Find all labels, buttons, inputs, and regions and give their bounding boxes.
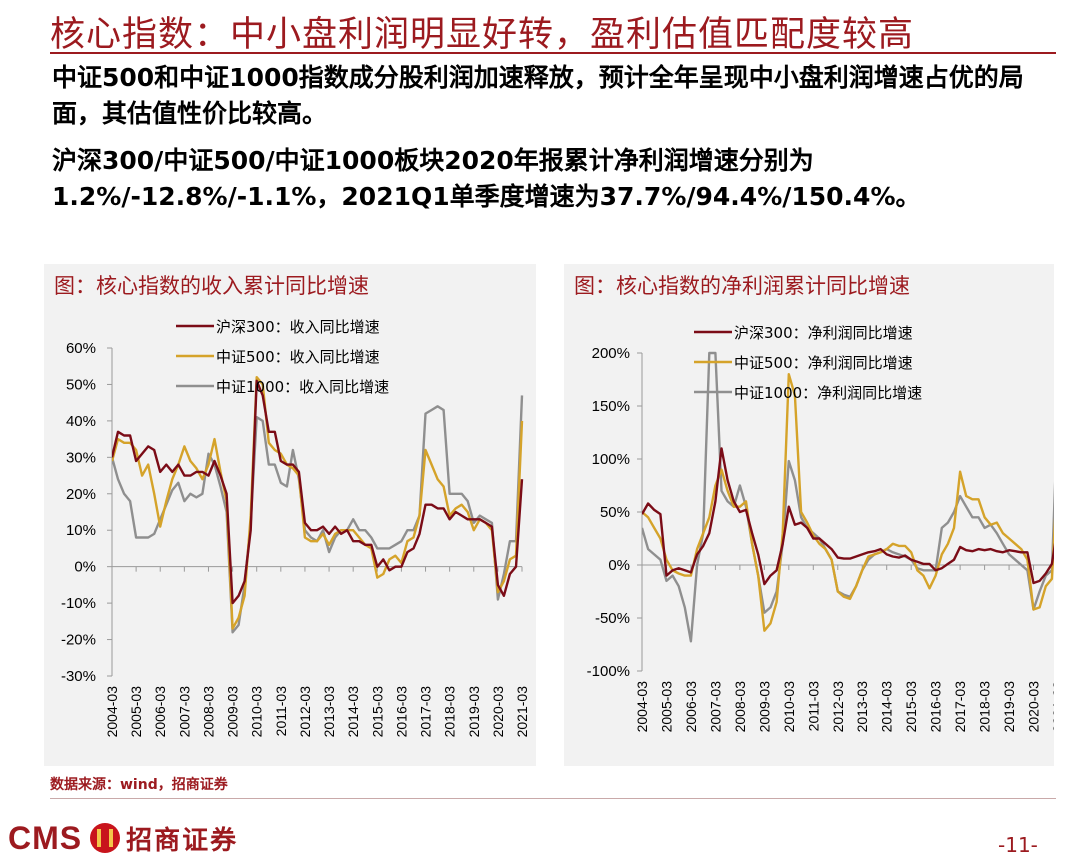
- x-tick-label: 2020-03: [490, 686, 506, 738]
- x-tick-label: 2021-03: [1050, 681, 1054, 733]
- x-tick-label: 2004-03: [634, 681, 650, 733]
- x-tick-label: 2016-03: [928, 681, 944, 733]
- y-tick-label: 0%: [74, 559, 96, 576]
- series-line-zz500: [642, 373, 1054, 632]
- x-tick-label: 2015-03: [369, 686, 385, 738]
- logo-emblem-icon: [90, 823, 121, 853]
- series-line-hs300: [642, 447, 1054, 586]
- x-tick-label: 2004-03: [104, 686, 120, 738]
- footer-divider: [50, 798, 1056, 799]
- legend-label: 中证1000：净利润同比增速: [734, 384, 922, 402]
- y-tick-label: 100%: [592, 451, 630, 468]
- revenue-chart-panel: 图：核心指数的收入累计同比增速 60% 50% 40% 30% 20% 10% 0% -10%…: [44, 264, 536, 766]
- profit-chart-panel: 图：核心指数的净利润累计同比增速 200% 150% 100% 50% 0% -50% -1…: [564, 264, 1054, 766]
- x-tick-label: 2016-03: [393, 686, 409, 738]
- y-tick-label: -30%: [61, 668, 96, 685]
- y-tick-label: 10%: [66, 522, 96, 539]
- revenue-chart-title: 图：核心指数的收入累计同比增速: [54, 274, 369, 298]
- summary-paragraph-2: 沪深300/中证500/中证1000板块2020年报累计净利润增速分别为1.2%…: [52, 146, 921, 211]
- y-tick-label: 50%: [600, 504, 630, 521]
- x-tick-label: 2006-03: [683, 681, 699, 733]
- page-title: 核心指数：中小盘利润明显好转，盈利估值匹配度较高: [50, 15, 915, 55]
- x-tick-label: 2019-03: [466, 686, 482, 738]
- revenue-chart: 60% 50% 40% 30% 20% 10% 0% -10% -20% -30% 2004-03 2…: [61, 318, 530, 738]
- x-tick-label: 2013-03: [854, 681, 870, 733]
- series-line-hs300: [112, 379, 524, 605]
- x-tick-label: 2011-03: [273, 686, 289, 737]
- logo-latin-text: CMS: [8, 819, 83, 856]
- legend-label: 中证1000：收入同比增速: [216, 378, 389, 396]
- x-tick-label: 2011-03: [805, 681, 821, 732]
- data-source-note: 数据来源：wind，招商证券: [50, 777, 228, 793]
- y-tick-label: -50%: [595, 610, 630, 627]
- legend-label: 沪深300：净利润同比增速: [734, 324, 913, 342]
- x-tick-label: 2021-03: [514, 686, 530, 738]
- legend-label: 沪深300：收入同比增速: [216, 318, 380, 336]
- x-tick-label: 2012-03: [830, 681, 846, 733]
- y-tick-label: 200%: [592, 345, 630, 362]
- x-tick-label: 2005-03: [658, 681, 674, 733]
- x-tick-label: 2015-03: [903, 681, 919, 733]
- x-tick-label: 2012-03: [297, 686, 313, 738]
- page-number: -11-: [998, 833, 1038, 857]
- y-tick-label: 0%: [608, 557, 630, 574]
- x-tick-label: 2008-03: [200, 686, 216, 738]
- x-tick-label: 2020-03: [1026, 681, 1042, 733]
- cms-logo: CMS 招商证券: [8, 818, 238, 858]
- summary-paragraph-1: 中证500和中证1000指数成分股利润加速释放，预计全年呈现中小盘利润增速占优的…: [52, 63, 1024, 128]
- legend-label: 中证500：收入同比增速: [216, 348, 380, 366]
- x-tick-label: 2014-03: [879, 681, 895, 733]
- y-tick-label: 50%: [66, 376, 96, 393]
- x-tick-label: 2007-03: [176, 686, 192, 738]
- x-tick-label: 2010-03: [781, 681, 797, 733]
- x-tick-label: 2013-03: [321, 686, 337, 738]
- profit-chart: 200% 150% 100% 50% 0% -50% -100%2004-03 2005-03…: [587, 324, 1054, 733]
- title-divider: [50, 52, 1056, 54]
- x-tick-label: 2010-03: [249, 686, 265, 738]
- legend-label: 中证500：净利润同比增速: [734, 354, 913, 372]
- x-tick-label: 2018-03: [977, 681, 993, 733]
- x-tick-label: 2009-03: [756, 681, 772, 733]
- x-tick-label: 2008-03: [732, 681, 748, 733]
- y-tick-label: 60%: [66, 340, 96, 357]
- series-line-zz500: [112, 376, 524, 630]
- x-tick-label: 2007-03: [707, 681, 723, 733]
- y-tick-label: 40%: [66, 413, 96, 430]
- y-tick-label: -100%: [587, 663, 630, 680]
- x-tick-label: 2017-03: [418, 686, 434, 738]
- y-tick-label: 30%: [66, 449, 96, 466]
- x-tick-label: 2019-03: [1001, 681, 1017, 733]
- x-tick-label: 2014-03: [345, 686, 361, 738]
- logo-chinese-text: 招商证券: [126, 825, 239, 856]
- x-tick-label: 2017-03: [952, 681, 968, 733]
- y-tick-label: 20%: [66, 486, 96, 503]
- y-tick-label: -20%: [61, 632, 96, 649]
- x-tick-label: 2005-03: [128, 686, 144, 738]
- x-tick-label: 2009-03: [225, 686, 241, 738]
- y-tick-label: -10%: [61, 595, 96, 612]
- x-tick-label: 2018-03: [442, 686, 458, 738]
- x-tick-label: 2006-03: [152, 686, 168, 738]
- y-tick-label: 150%: [592, 398, 630, 415]
- profit-chart-title: 图：核心指数的净利润累计同比增速: [574, 274, 910, 298]
